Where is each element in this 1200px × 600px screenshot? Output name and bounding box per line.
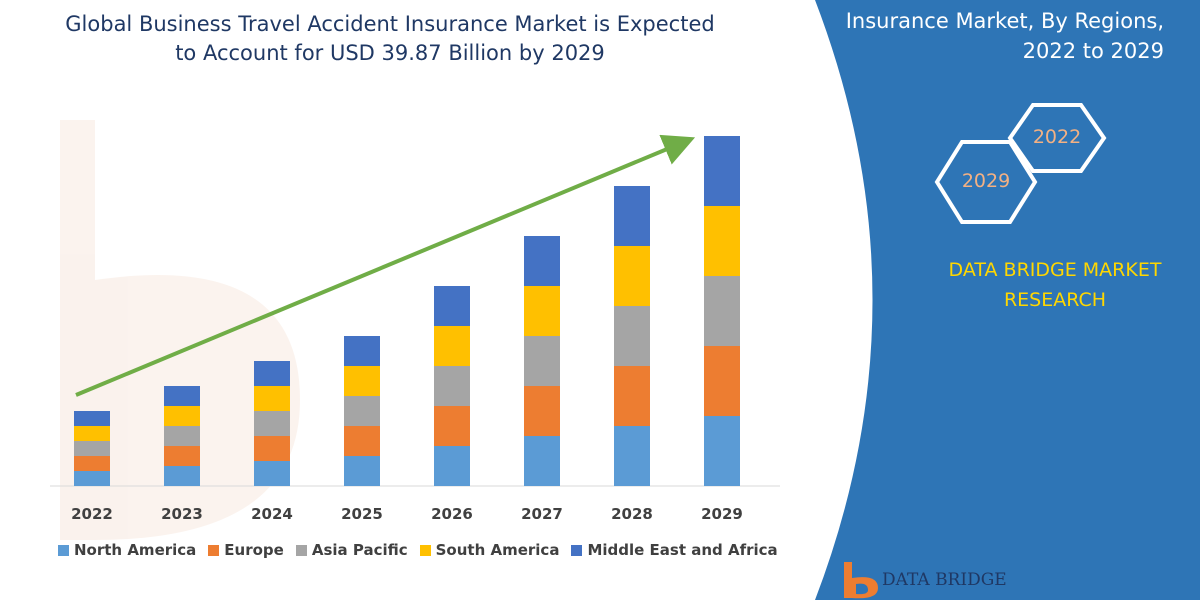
bar-segment-2027-asia-pacific bbox=[524, 336, 560, 386]
bar-segment-2026-middle-east-and-africa bbox=[434, 286, 470, 326]
bar-segment-2022-south-america bbox=[74, 426, 110, 441]
bar-segment-2027-middle-east-and-africa bbox=[524, 236, 560, 286]
bar-segment-2023-south-america bbox=[164, 406, 200, 426]
legend-item-south-america: South America bbox=[419, 541, 560, 559]
legend-label: Middle East and Africa bbox=[587, 541, 778, 559]
bar-segment-2022-middle-east-and-africa bbox=[74, 411, 110, 426]
chart-title-line-2: to Account for USD 39.87 Billion by 2029 bbox=[175, 41, 605, 65]
bar-segment-2028-europe bbox=[614, 366, 650, 426]
trend-arrow bbox=[75, 134, 696, 397]
bar-segment-2029-north-america bbox=[704, 416, 740, 486]
x-tick-label-2028: 2028 bbox=[611, 505, 653, 523]
legend-label: South America bbox=[435, 541, 560, 559]
bar-segment-2027-north-america bbox=[524, 436, 560, 486]
footer-logo-icon bbox=[844, 562, 878, 599]
bar-segment-2028-south-america bbox=[614, 246, 650, 306]
x-tick-label-2029: 2029 bbox=[701, 505, 743, 523]
bar-segment-2027-europe bbox=[524, 386, 560, 436]
bar-segment-2026-north-america bbox=[434, 446, 470, 486]
x-tick-labels: 2022 2023 2024 2025 2026 2027 2028 2029 bbox=[71, 505, 743, 523]
bar-segment-2029-middle-east-and-africa bbox=[704, 136, 740, 206]
bar-segment-2023-europe bbox=[164, 446, 200, 466]
x-tick-label-2027: 2027 bbox=[521, 505, 563, 523]
x-tick-label-2025: 2025 bbox=[341, 505, 383, 523]
legend-item-middle-east-africa: Middle East and Africa bbox=[571, 541, 778, 559]
legend: North America Europe Asia Pacific South … bbox=[58, 538, 778, 562]
bar-segment-2026-south-america bbox=[434, 326, 470, 366]
bar-segment-2022-europe bbox=[74, 456, 110, 471]
bar-segment-2024-asia-pacific bbox=[254, 411, 290, 436]
legend-swatch bbox=[295, 544, 307, 556]
bar-segment-2025-south-america bbox=[344, 366, 380, 396]
bar-segment-2024-north-america bbox=[254, 461, 290, 486]
bar-segment-2025-europe bbox=[344, 426, 380, 456]
bar-segment-2028-asia-pacific bbox=[614, 306, 650, 366]
bar-segment-2023-north-america bbox=[164, 466, 200, 486]
bar-segment-2024-europe bbox=[254, 436, 290, 461]
bar-segment-2022-asia-pacific bbox=[74, 441, 110, 456]
legend-item-europe: Europe bbox=[208, 541, 284, 559]
bar-segment-2026-europe bbox=[434, 406, 470, 446]
bar-segment-2025-north-america bbox=[344, 456, 380, 486]
bar-segment-2022-north-america bbox=[74, 471, 110, 486]
x-tick-label-2026: 2026 bbox=[431, 505, 473, 523]
hexagon-2022 bbox=[1007, 103, 1107, 173]
bar-segment-2029-europe bbox=[704, 346, 740, 416]
panel-title: Insurance Market, By Regions, 2022 to 20… bbox=[846, 6, 1164, 66]
brand-line-2: RESEARCH bbox=[1003, 289, 1107, 311]
bar-segment-2026-asia-pacific bbox=[434, 366, 470, 406]
bar-segment-2029-asia-pacific bbox=[704, 276, 740, 346]
footer-logo-text: DATA BRIDGE bbox=[882, 570, 1007, 590]
bar-segment-2028-north-america bbox=[614, 426, 650, 486]
hexagon-2029 bbox=[934, 140, 1038, 224]
x-tick-label-2024: 2024 bbox=[251, 505, 293, 523]
legend-swatch bbox=[419, 544, 431, 556]
stacked-bar-chart: 2022 2023 2024 2025 2026 2027 2028 2029 bbox=[50, 134, 780, 523]
chart-title: Global Business Travel Accident Insuranc… bbox=[40, 10, 740, 68]
chart-title-line-1: Global Business Travel Accident Insuranc… bbox=[65, 12, 715, 36]
bar-segment-2029-south-america bbox=[704, 206, 740, 276]
bar-segment-2027-south-america bbox=[524, 286, 560, 336]
bar-segment-2028-middle-east-and-africa bbox=[614, 186, 650, 246]
legend-label: North America bbox=[74, 541, 197, 559]
bar-segment-2023-middle-east-and-africa bbox=[164, 386, 200, 406]
x-tick-label-2023: 2023 bbox=[161, 505, 203, 523]
panel-background bbox=[815, 0, 1200, 600]
panel-title-line-2: 2022 to 2029 bbox=[1022, 39, 1164, 63]
bar-segment-2023-asia-pacific bbox=[164, 426, 200, 446]
legend-item-north-america: North America bbox=[58, 541, 196, 559]
bars-group bbox=[74, 136, 740, 486]
bar-segment-2025-middle-east-and-africa bbox=[344, 336, 380, 366]
legend-swatch bbox=[58, 544, 69, 556]
brand-name: DATA BRIDGE MARKET RESEARCH bbox=[925, 255, 1185, 315]
brand-line-1: DATA BRIDGE MARKET bbox=[948, 259, 1162, 281]
legend-swatch bbox=[208, 544, 220, 556]
legend-swatch bbox=[571, 544, 583, 556]
legend-label: Europe bbox=[224, 541, 284, 559]
legend-label: Asia Pacific bbox=[311, 541, 408, 559]
bar-segment-2024-middle-east-and-africa bbox=[254, 361, 290, 386]
hexagon-label-2029: 2029 bbox=[961, 170, 1011, 192]
bar-segment-2025-asia-pacific bbox=[344, 396, 380, 426]
legend-item-asia-pacific: Asia Pacific bbox=[295, 541, 408, 559]
panel-title-line-1: Insurance Market, By Regions, bbox=[845, 9, 1164, 33]
bar-segment-2024-south-america bbox=[254, 386, 290, 411]
hexagon-label-2022: 2022 bbox=[1032, 126, 1082, 148]
x-tick-label-2022: 2022 bbox=[71, 505, 113, 523]
